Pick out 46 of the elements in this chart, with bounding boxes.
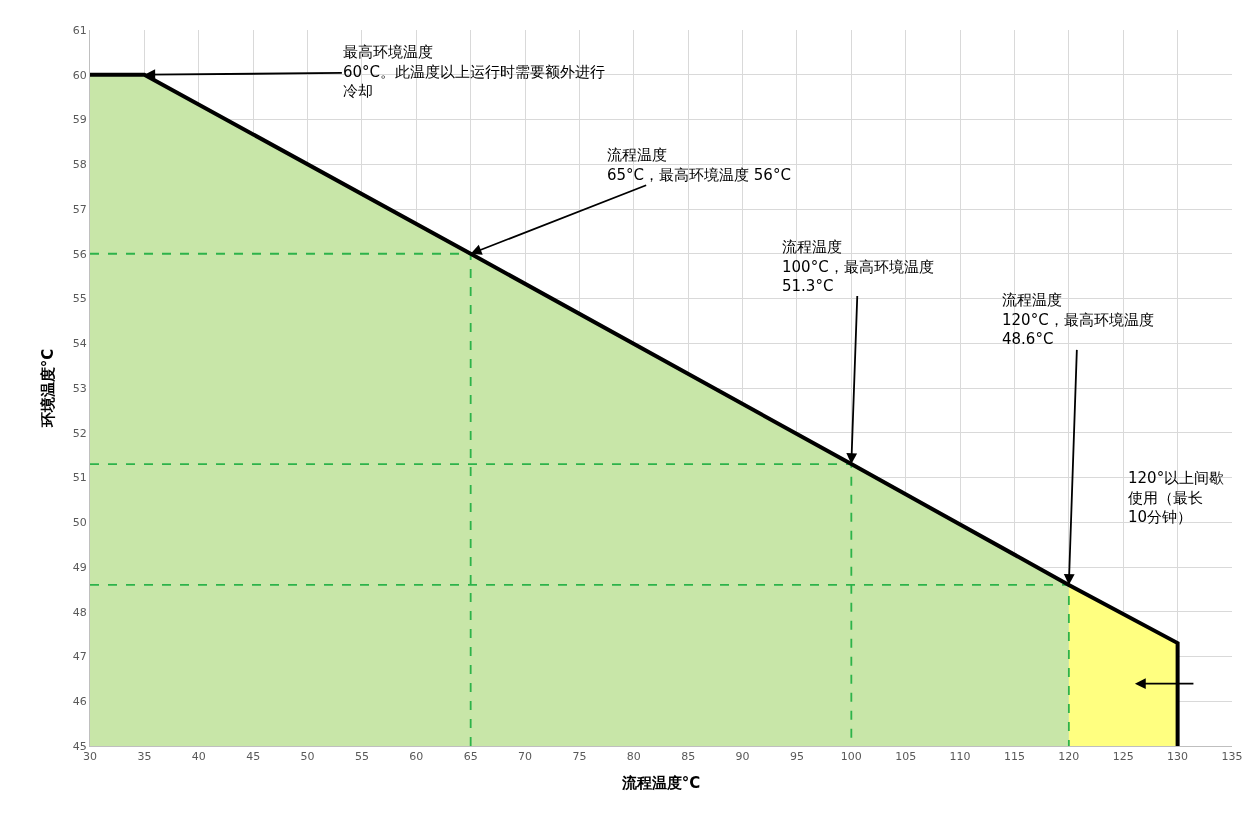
y-tick-label: 46 <box>72 695 87 709</box>
x-tick-label: 80 <box>626 750 641 764</box>
y-axis-title: 环境温度°C <box>39 348 58 429</box>
y-tick-label: 47 <box>72 650 87 664</box>
y-tick-label: 53 <box>72 381 87 395</box>
annotation: 流程温度 120°C，最高环境温度 48.6°C <box>1002 291 1154 348</box>
y-tick-label: 55 <box>72 292 87 306</box>
y-tick-label: 50 <box>72 516 87 530</box>
y-tick-label: 57 <box>72 202 87 216</box>
y-tick-label: 58 <box>72 158 87 172</box>
y-tick-label: 56 <box>72 247 87 261</box>
annotation: 流程温度 100°C，最高环境温度 51.3°C <box>782 238 934 295</box>
x-tick-label: 70 <box>518 750 533 764</box>
x-tick-label: 40 <box>191 750 206 764</box>
y-tick-label: 52 <box>72 426 87 440</box>
x-tick-label: 95 <box>789 750 804 764</box>
x-tick-label: 75 <box>572 750 587 764</box>
annotation: 流程温度 65°C，最高环境温度 56°C <box>607 146 791 184</box>
x-tick-label: 50 <box>300 750 315 764</box>
x-tick-label: 105 <box>895 750 917 764</box>
y-tick-label: 51 <box>72 471 87 485</box>
y-tick-label: 49 <box>72 560 87 574</box>
x-tick-label: 60 <box>409 750 424 764</box>
annotation: 最高环境温度 60°C。此温度以上运行时需要额外进行冷却 <box>343 43 606 100</box>
annotation: 120°以上间歇使用（最长 10分钟） <box>1128 469 1225 526</box>
x-tick-label: 110 <box>949 750 971 764</box>
x-tick-label: 90 <box>735 750 750 764</box>
y-tick-label: 48 <box>72 605 87 619</box>
y-tick-label: 60 <box>72 68 87 82</box>
y-tick-label: 54 <box>72 337 87 351</box>
x-axis-title: 流程温度°C <box>620 774 701 793</box>
x-tick-label: 85 <box>681 750 696 764</box>
x-tick-label: 65 <box>463 750 478 764</box>
x-tick-label: 135 <box>1221 750 1243 764</box>
x-tick-label: 130 <box>1167 750 1189 764</box>
y-tick-label: 59 <box>72 113 87 127</box>
x-tick-label: 100 <box>840 750 862 764</box>
y-tick-label: 45 <box>72 739 87 753</box>
y-tick-label: 61 <box>72 23 87 37</box>
x-tick-label: 115 <box>1003 750 1025 764</box>
x-tick-label: 125 <box>1112 750 1134 764</box>
x-tick-label: 55 <box>354 750 369 764</box>
x-tick-label: 45 <box>246 750 261 764</box>
x-tick-label: 35 <box>137 750 152 764</box>
x-tick-label: 30 <box>83 750 97 764</box>
x-tick-label: 120 <box>1058 750 1080 764</box>
